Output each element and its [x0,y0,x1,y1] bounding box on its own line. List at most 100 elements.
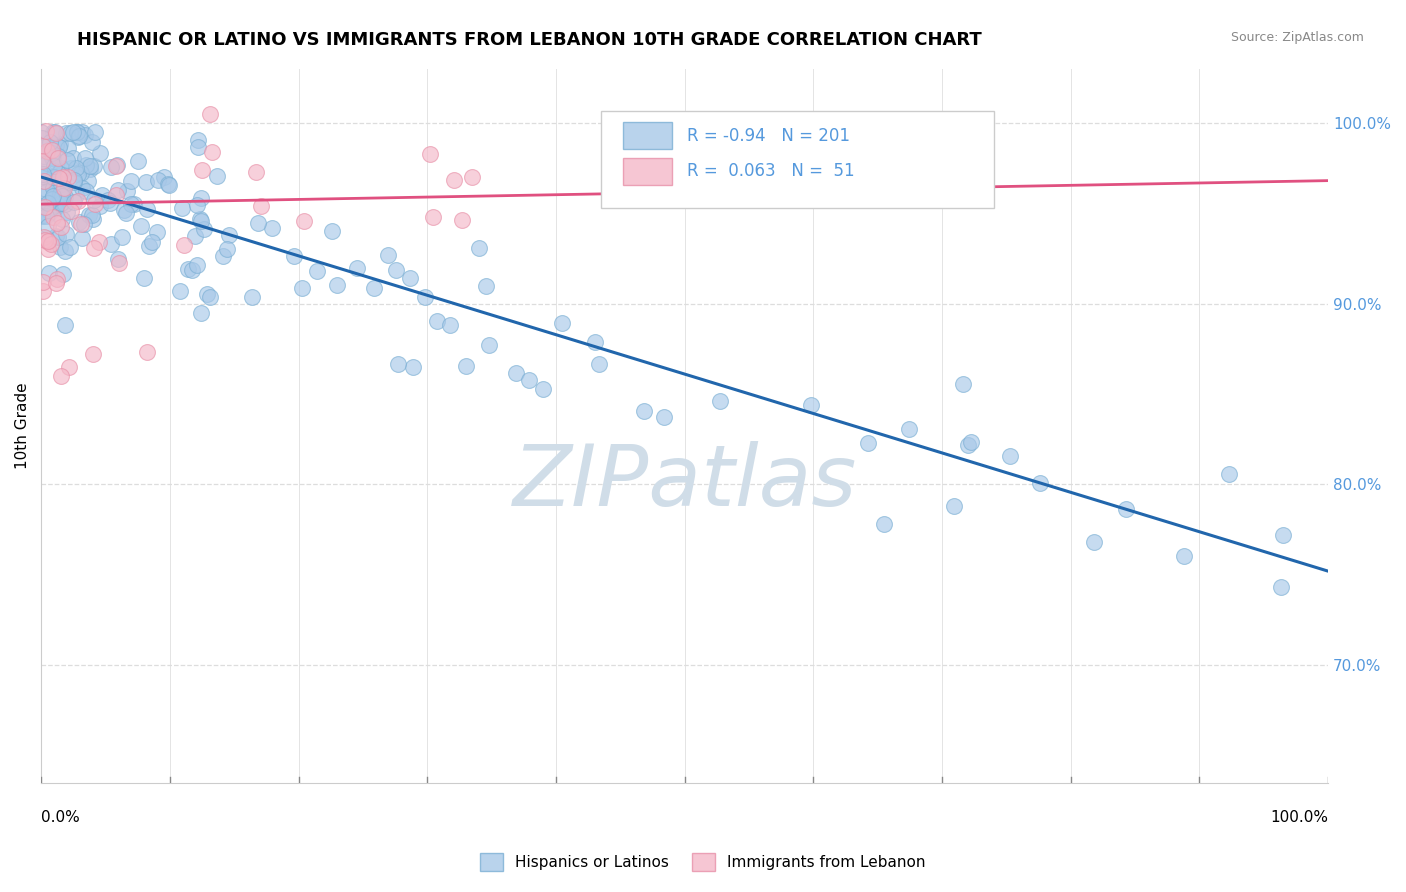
Point [181,262,204,277]
Point [107,252,129,266]
Point [53,180,76,194]
Point [105,159,128,173]
Text: Source: ZipAtlas.com: Source: ZipAtlas.com [1230,31,1364,45]
Point [49,172,72,186]
Point [55,153,77,168]
Point [262,220,284,235]
Point [38,205,60,219]
Point [66,130,89,145]
Point [58,140,80,154]
Point [169,284,191,298]
Point [98,196,121,211]
Point [127,154,149,169]
Point [55,227,77,241]
Point [583,334,606,349]
Point [45,177,67,191]
Point [67,194,90,209]
Point [34,233,56,247]
Point [35,231,58,245]
Point [952,376,974,391]
Point [48,188,70,202]
Point [873,517,896,532]
Point [31,131,53,145]
Point [48,136,70,151]
Point [42,170,65,185]
Point [53,190,76,204]
Point [48,170,70,185]
Point [44,125,66,139]
Point [551,316,574,330]
Point [115,184,138,198]
Point [191,163,214,178]
Point [31,197,53,211]
Point [60,203,83,218]
Point [415,290,437,304]
Point [1000,449,1022,463]
Point [69,215,91,229]
Point [188,212,211,227]
Point [48,149,70,163]
Text: 100.0%: 100.0% [1270,810,1329,825]
Point [39,193,62,207]
Point [49,219,72,234]
Point [90,187,112,202]
Point [218,227,240,242]
Point [48,230,70,244]
Point [588,357,610,371]
Point [49,177,72,191]
Point [37,145,59,159]
Point [153,169,176,184]
Point [385,263,408,277]
Point [31,168,53,182]
Point [200,290,222,304]
Point [84,197,107,211]
Text: ZIPatlas: ZIPatlas [513,442,856,524]
Point [858,436,880,450]
Point [49,239,72,253]
Point [129,219,152,234]
Point [77,208,100,222]
Point [45,228,67,243]
Point [321,224,343,238]
Point [49,161,72,175]
Point [37,234,59,248]
Point [66,125,89,139]
Point [73,152,96,166]
Point [141,235,163,249]
Point [250,199,273,213]
Point [45,216,67,230]
Point [240,290,263,304]
Point [45,137,67,152]
Point [32,208,55,222]
Text: HISPANIC OR LATINO VS IMMIGRANTS FROM LEBANON 10TH GRADE CORRELATION CHART: HISPANIC OR LATINO VS IMMIGRANTS FROM LE… [77,31,981,49]
Point [1115,501,1137,516]
Point [212,250,235,264]
Point [170,201,193,215]
Point [157,177,180,191]
Point [201,145,224,159]
Point [38,266,60,280]
Point [1218,467,1240,482]
Point [73,217,96,231]
Point [709,394,731,409]
Point [100,161,122,175]
Point [190,306,212,320]
Point [53,197,76,211]
Point [49,187,72,202]
Point [97,193,120,207]
Point [82,208,104,222]
Point [654,409,676,424]
Point [62,125,84,139]
Point [89,146,111,161]
Point [70,217,93,231]
Point [44,159,66,173]
Point [186,198,208,212]
Point [30,125,52,139]
Point [111,230,134,244]
Point [419,147,441,161]
Point [422,211,444,225]
Point [943,499,966,513]
Point [468,241,491,255]
FancyBboxPatch shape [623,158,672,185]
Point [177,262,200,277]
